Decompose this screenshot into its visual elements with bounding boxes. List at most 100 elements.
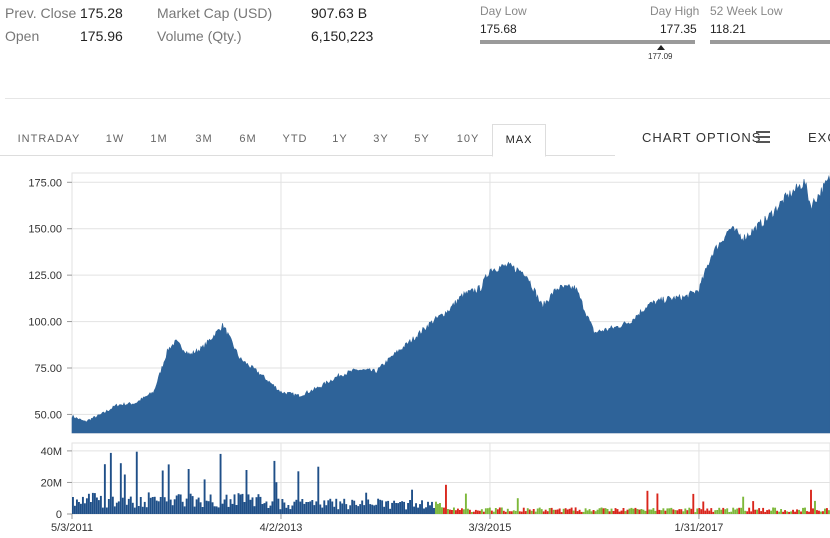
menu-icon[interactable] [756, 131, 770, 143]
tab-intraday[interactable]: INTRADAY [17, 133, 81, 145]
volume-bar [385, 501, 388, 514]
tab-1y[interactable]: 1Y [332, 133, 348, 145]
volume-bar [782, 511, 785, 514]
volume-bar [670, 507, 673, 514]
prev-close-value: 175.28 [80, 5, 123, 21]
volume-bar [141, 506, 144, 514]
tab-10y[interactable]: 10Y [456, 133, 480, 145]
volume-bar [488, 507, 491, 514]
volume-bar [466, 508, 469, 514]
volume-bar [802, 507, 804, 514]
volume-bar [608, 511, 611, 514]
volume-bar [502, 510, 505, 514]
volume-bar [111, 496, 114, 514]
volume-bar [249, 499, 252, 514]
volume-bar [592, 510, 595, 514]
volume-bar [788, 511, 790, 514]
volume-bar [225, 494, 228, 514]
volume-bar [524, 511, 527, 514]
prev-close-label: Prev. Close [5, 5, 77, 21]
tab-6m[interactable]: 6M [239, 133, 257, 145]
volume-bar [299, 501, 302, 514]
volume-bar [476, 510, 479, 514]
volume-bar [449, 509, 451, 514]
volume-bar [482, 511, 485, 514]
volume-bar [279, 509, 282, 514]
exc-tab[interactable]: EXC [808, 130, 830, 145]
volume-bar [145, 507, 148, 514]
price-tick-label: 50.00 [34, 409, 62, 421]
volume-bar [99, 495, 102, 514]
volume-bar [474, 509, 477, 514]
volume-bar [207, 501, 210, 514]
volume-bar [596, 509, 599, 514]
volume-bar [167, 464, 170, 514]
price-tick-label: 175.00 [28, 177, 62, 189]
tab-3m[interactable]: 3M [195, 133, 213, 145]
volume-bar [367, 499, 370, 514]
volume-bar [556, 509, 559, 514]
volume-bar [169, 499, 172, 514]
volume-bar [75, 499, 78, 514]
volume-bar [197, 497, 200, 514]
volume-bar [255, 497, 258, 514]
volume-bar [123, 474, 126, 514]
chart-options-button[interactable]: CHART OPTIONS [642, 130, 762, 145]
volume-bar [762, 507, 765, 514]
volume-bar [383, 506, 386, 514]
volume-bar [682, 511, 685, 514]
tab-3y[interactable]: 3Y [373, 133, 389, 145]
volume-bar [147, 492, 150, 514]
volume-bar [221, 503, 224, 514]
volume-bar [445, 484, 447, 514]
tab-max[interactable]: MAX [492, 124, 546, 157]
volume-bar [161, 470, 164, 514]
volume-bar [544, 509, 547, 514]
volume-bar [728, 512, 731, 514]
volume-bar [644, 510, 647, 514]
volume-bar [381, 500, 384, 514]
tab-1m[interactable]: 1M [150, 133, 168, 145]
volume-bar [293, 501, 296, 514]
tab-ytd[interactable]: YTD [282, 133, 308, 145]
volume-bar [403, 501, 406, 514]
volume-bar [113, 506, 116, 514]
volume-bar [171, 505, 174, 514]
volume-bar [602, 508, 605, 514]
volume-bar [97, 500, 100, 514]
volume-bar [211, 502, 214, 514]
volume-bar [327, 500, 330, 514]
volume-bar [233, 494, 236, 514]
volume-bar [660, 510, 663, 514]
volume-bar [205, 500, 208, 514]
volume-bar [73, 505, 76, 514]
volume-bar [730, 511, 733, 514]
volume-bar [568, 508, 571, 514]
volume-bar [512, 510, 515, 514]
volume-bar [508, 511, 511, 514]
volume-bar [375, 504, 378, 514]
day-high-value: 177.35 [660, 22, 697, 36]
volume-bar [345, 504, 348, 514]
volume-bar [456, 508, 459, 514]
volume-bar [816, 510, 818, 514]
volume-bar [413, 506, 415, 514]
volume-bar [810, 489, 812, 514]
volume-bar [397, 503, 400, 514]
volume-bar [542, 511, 545, 514]
volume-bar [740, 507, 743, 514]
volume-bar [101, 507, 104, 514]
volume-bar [443, 507, 445, 514]
tab-1w[interactable]: 1W [105, 133, 125, 145]
x-tick-label: 3/3/2015 [469, 522, 512, 534]
volume-bar [115, 502, 118, 514]
volume-bar [674, 510, 677, 514]
tab-5y[interactable]: 5Y [414, 133, 430, 145]
volume-bar [516, 498, 519, 514]
volume-bar [494, 508, 497, 514]
volume-tick-label: 40M [41, 446, 62, 458]
volume-bar [217, 507, 220, 514]
volume-bar [157, 501, 160, 514]
volume-bar [121, 497, 124, 514]
volume-bar [626, 509, 629, 514]
